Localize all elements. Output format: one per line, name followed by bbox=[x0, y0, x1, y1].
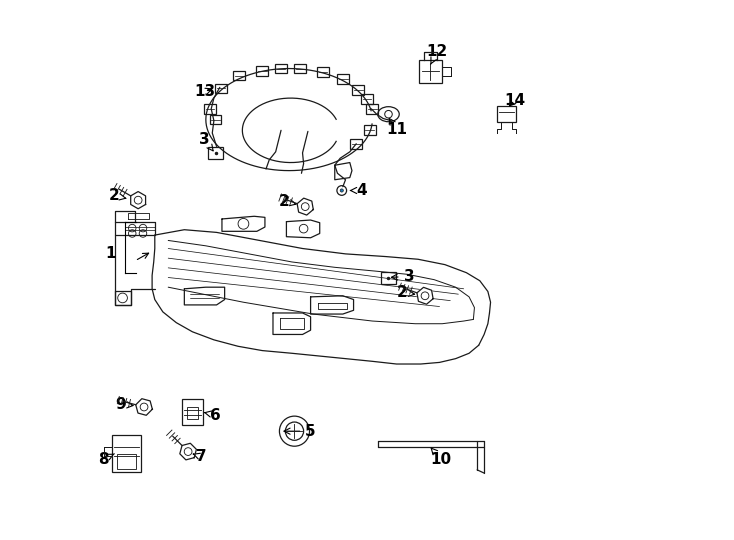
Polygon shape bbox=[136, 399, 153, 415]
Polygon shape bbox=[297, 198, 313, 215]
Bar bbox=[204, 104, 216, 113]
Bar bbox=[233, 71, 245, 80]
Bar bbox=[381, 272, 396, 284]
Bar bbox=[366, 104, 378, 113]
Polygon shape bbox=[180, 443, 197, 460]
Text: 7: 7 bbox=[193, 449, 207, 464]
Text: 14: 14 bbox=[504, 93, 526, 108]
Text: 5: 5 bbox=[284, 424, 316, 438]
Text: 12: 12 bbox=[426, 44, 448, 65]
Text: 8: 8 bbox=[98, 451, 115, 467]
Bar bbox=[187, 407, 197, 419]
Text: 13: 13 bbox=[195, 84, 215, 99]
Bar bbox=[352, 85, 364, 95]
Bar bbox=[419, 60, 442, 83]
Text: 2: 2 bbox=[396, 285, 415, 300]
Text: 9: 9 bbox=[116, 397, 133, 412]
Bar bbox=[350, 139, 362, 148]
Bar bbox=[338, 75, 349, 84]
Bar bbox=[181, 400, 203, 426]
Text: 2: 2 bbox=[109, 188, 126, 204]
Circle shape bbox=[340, 189, 344, 192]
Bar bbox=[112, 435, 141, 472]
Polygon shape bbox=[131, 192, 145, 209]
Bar bbox=[210, 114, 222, 124]
Bar bbox=[364, 125, 376, 135]
Bar bbox=[497, 106, 516, 122]
Text: 10: 10 bbox=[431, 448, 451, 467]
Text: 6: 6 bbox=[205, 408, 221, 422]
Bar bbox=[256, 66, 268, 76]
Text: 1: 1 bbox=[105, 246, 115, 261]
Bar bbox=[317, 68, 329, 77]
Text: 11: 11 bbox=[386, 118, 407, 137]
Text: 3: 3 bbox=[391, 269, 414, 284]
Bar bbox=[361, 94, 373, 104]
Text: 4: 4 bbox=[350, 183, 367, 198]
Bar bbox=[215, 84, 227, 93]
Bar bbox=[294, 64, 306, 73]
Bar bbox=[275, 64, 287, 73]
Text: 3: 3 bbox=[200, 132, 213, 151]
Text: 2: 2 bbox=[278, 194, 296, 209]
Polygon shape bbox=[417, 287, 433, 304]
Bar bbox=[208, 147, 223, 159]
Bar bbox=[117, 454, 136, 469]
